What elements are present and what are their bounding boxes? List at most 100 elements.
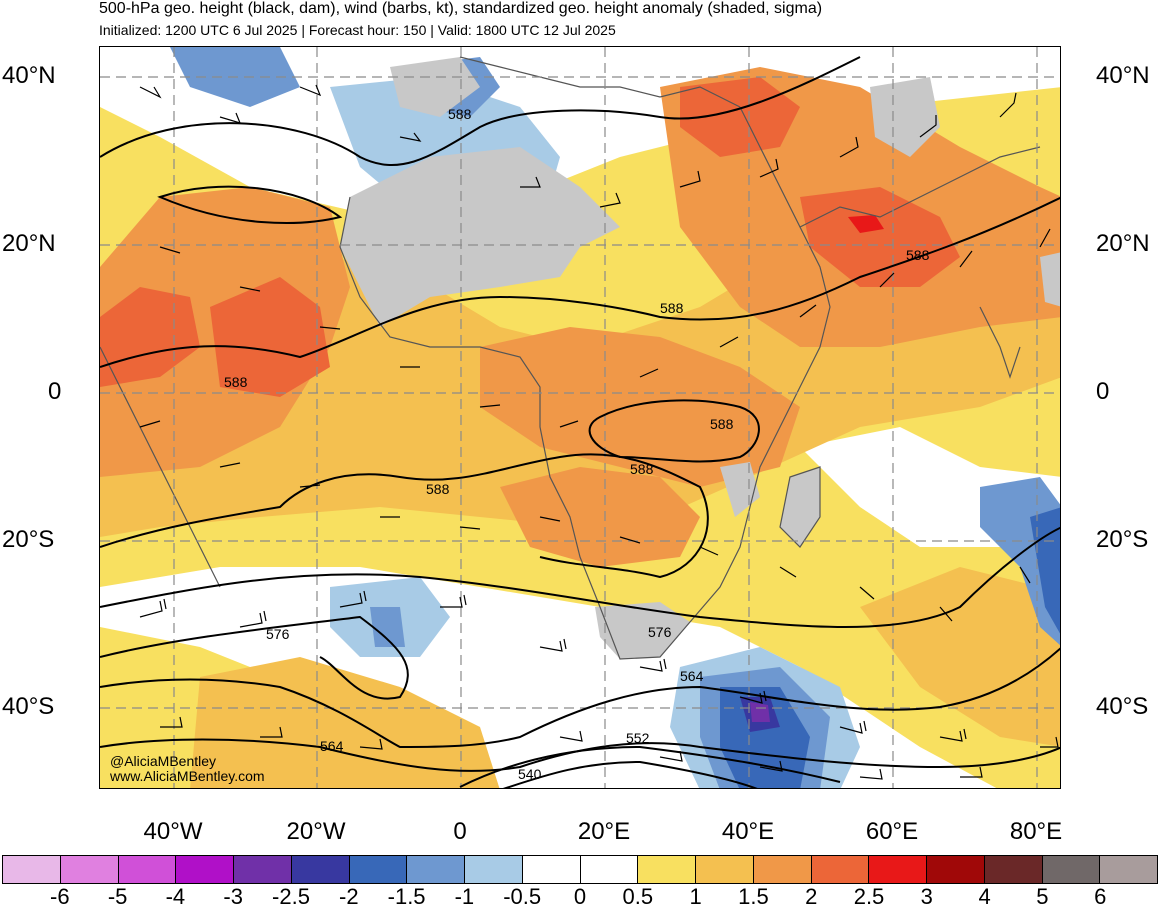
contour-label: 552: [626, 730, 650, 746]
colorbar-swatch: [118, 856, 177, 883]
lon-label: 40°E: [721, 818, 775, 845]
lon-label: 80°E: [1009, 818, 1063, 845]
map-subtitle: Initialized: 1200 UTC 6 Jul 2025 | Forec…: [99, 22, 616, 38]
contour-label: 588: [710, 416, 734, 432]
anomaly-2-2.5-mideast: [680, 77, 800, 157]
colorbar-tick-label: -4: [165, 884, 186, 909]
height-contours: [100, 56, 1060, 788]
colorbar-swatch: [407, 856, 465, 883]
masked-central-asia: [870, 77, 940, 157]
anomaly-neg-indian-5: [750, 702, 770, 722]
colorbar-swatch: [3, 856, 61, 883]
contour-label: 588: [426, 481, 450, 497]
colorbar-tick-label: -1: [454, 884, 475, 909]
lat-label-right: 0: [1096, 378, 1110, 405]
lon-label: 20°W: [286, 818, 346, 845]
colorbar-swatch: [753, 856, 812, 883]
colorbar-swatch: [234, 856, 292, 883]
colorbar-swatch: [638, 856, 696, 883]
colorbar-swatch: [1100, 856, 1157, 883]
colorbar-swatch: [696, 856, 754, 883]
colorbar-tick-label: -2.5: [272, 884, 310, 909]
lat-label-left: 40°S: [2, 693, 55, 720]
colorbar-swatch: [176, 856, 234, 883]
colorbar-tick-label: 1.5: [738, 884, 769, 909]
anomaly-1.5-2-southern-africa: [500, 467, 700, 567]
lat-label-right: 20°S: [1096, 526, 1149, 553]
colorbar-swatch: [349, 856, 408, 883]
graticule: [100, 47, 1060, 788]
lat-label-right: 40°S: [1096, 693, 1149, 720]
colorbar-swatch: [291, 856, 350, 883]
anomaly-1.5-2-africa: [480, 327, 800, 487]
lat-label-right: 40°N: [1096, 62, 1150, 89]
colorbar-swatch: [60, 856, 119, 883]
colorbar-tick-label: -0.5: [503, 884, 542, 909]
contour-label: 588: [448, 106, 472, 122]
coastlines: [100, 56, 1041, 660]
colorbar-swatch: [811, 856, 870, 883]
colorbar-tick-label: -5: [107, 884, 128, 909]
lat-label-left: 20°S: [2, 526, 55, 553]
lon-label: 40°W: [143, 818, 203, 845]
colorbar-swatch: [927, 856, 985, 883]
anomaly-2-2.5-atlantic-b: [210, 277, 330, 397]
contour-label: 540: [518, 766, 542, 782]
contour-label: 564: [320, 738, 344, 754]
masked-east-africa: [720, 462, 760, 517]
colorbar-tick-label: 2: [805, 884, 818, 909]
lat-label-right: 20°N: [1096, 230, 1150, 257]
colorbar-tick-label: 4: [978, 884, 991, 909]
colorbar-tick-label: 0.5: [622, 884, 654, 909]
colorbar-tick-label: 6: [1094, 884, 1107, 909]
colorbar: [2, 855, 1158, 884]
lat-label-left: 40°N: [2, 62, 56, 89]
lat-label-left: 20°N: [2, 230, 56, 257]
colorbar-swatch: [465, 856, 523, 883]
wind-barbs: [139, 84, 1059, 780]
anomaly-2-2.5-arabia: [800, 187, 960, 287]
contour-label: 588: [906, 247, 930, 263]
map-canvas: 588 588 588 588 588 588 588 576 576 564 …: [100, 47, 1060, 788]
credit-handle: @AliciaMBentley: [110, 753, 217, 769]
masked-india: [1040, 252, 1060, 307]
lat-label-left: 0: [48, 378, 62, 405]
colorbar-tick-label: -1.5: [387, 884, 426, 909]
lon-label: 60°E: [865, 818, 919, 845]
colorbar-tick-label: 2.5: [853, 884, 885, 909]
contour-label: 588: [224, 374, 248, 390]
masked-madagascar: [780, 467, 820, 547]
colorbar-swatch: [984, 856, 1043, 883]
contour-label: 588: [630, 461, 654, 477]
contour-label: 576: [266, 626, 290, 642]
contour-label-group: 588 588 588 588 588 588 588 576 576 564 …: [224, 106, 930, 782]
lon-label: 0: [453, 818, 467, 845]
anomaly-neg-south-atlantic-b: [370, 607, 405, 647]
colorbar-swatch: [580, 856, 639, 883]
contour-label: 576: [648, 624, 672, 640]
colorbar-tick-label: -2: [339, 884, 359, 909]
colorbar-tick-label: 5: [1036, 884, 1049, 909]
colorbar-swatch: [869, 856, 927, 883]
weather-map: 588 588 588 588 588 588 588 576 576 564 …: [99, 46, 1061, 789]
contour-label: 588: [660, 300, 684, 316]
anomaly-1-1.5-sw: [190, 657, 500, 788]
anomaly-2.5-3: [848, 215, 884, 233]
colorbar-tick-label: -6: [50, 884, 70, 909]
colorbar-tick-label: 1: [689, 884, 702, 909]
anomaly-neg-east-b: [1030, 507, 1060, 634]
masked-sahara: [340, 147, 620, 327]
masked-iberia: [390, 57, 480, 117]
colorbar-swatch: [522, 856, 581, 883]
credit-website: www.AliciaMBentley.com: [110, 768, 265, 784]
masked-south-africa: [595, 602, 690, 659]
colorbar-swatch: [1042, 856, 1101, 883]
colorbar-tick-label: 0: [573, 884, 587, 909]
anomaly-1-1.5-south: [860, 567, 1060, 747]
map-title: 500-hPa geo. height (black, dam), wind (…: [99, 0, 823, 17]
contour-label: 564: [680, 668, 704, 684]
lon-label: 20°E: [577, 818, 631, 845]
colorbar-tick-label: 3: [920, 884, 933, 909]
anomaly-2-2.5-atlantic: [100, 287, 200, 387]
colorbar-tick-label: -3: [223, 884, 243, 909]
